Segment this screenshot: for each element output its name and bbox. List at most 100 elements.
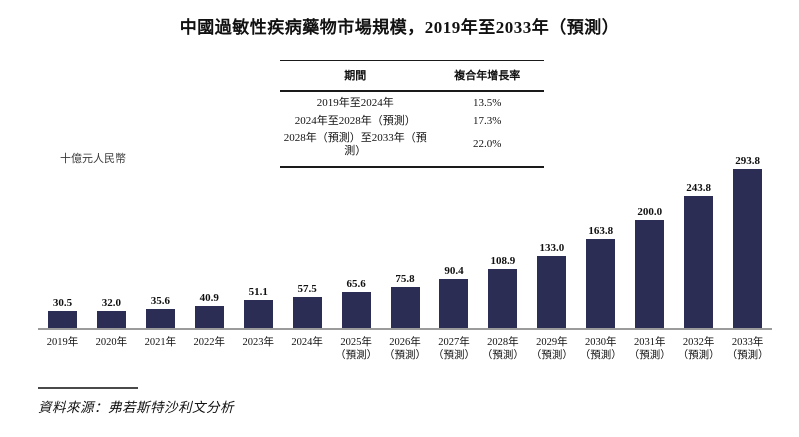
x-axis-tick: 2027年 （預測） — [430, 336, 479, 362]
x-tick-forecast-note: （預測） — [481, 350, 524, 361]
x-tick-year: 2023年 — [242, 337, 274, 348]
bar — [145, 309, 175, 328]
bar-column: 40.9 — [185, 292, 234, 328]
y-axis-unit-label: 十億元人民幣 — [60, 153, 126, 165]
source-note: 資料來源：弗若斯特沙利文分析 — [38, 400, 234, 415]
x-tick-year: 2019年 — [46, 337, 79, 348]
bar-column: 75.8 — [381, 273, 430, 328]
bar-column: 65.6 — [332, 278, 381, 328]
x-tick-forecast-note: （預測） — [432, 350, 475, 361]
cagr-table-cell: 22.0% — [430, 127, 544, 168]
x-tick-forecast-note: （預測） — [384, 350, 427, 361]
bar-value-label: 108.9 — [490, 255, 516, 267]
cagr-table-row: 2019年至2024年 13.5% — [280, 91, 544, 110]
x-axis-tick: 2021年 — [136, 336, 185, 362]
cagr-table-cell: 13.5% — [473, 97, 502, 109]
cagr-table-body: 2019年至2024年 13.5% 2024年至2028年（預測） 17.3% 2028… — [280, 91, 544, 168]
x-axis-tick: 2022年 — [185, 336, 234, 362]
x-tick-forecast-note: （預測） — [726, 350, 769, 361]
x-axis-tick: 2020年 — [87, 336, 136, 362]
x-tick-forecast-note: （預測） — [530, 350, 573, 361]
cagr-table-row: 2028年（預測）至2033年（預測） 22.0% — [280, 127, 544, 168]
bar-column: 57.5 — [283, 283, 332, 328]
x-tick-year: 2029年 — [536, 337, 568, 348]
x-axis-tick: 2026年 （預測） — [381, 336, 430, 362]
bar-column: 293.8 — [723, 155, 772, 328]
x-tick-year: 2022年 — [193, 337, 226, 348]
x-tick-year: 2027年 — [438, 337, 470, 348]
x-tick-year: 2030年 — [585, 337, 617, 348]
cagr-table-cell: 2019年至2024年 — [316, 97, 394, 109]
bar-column: 35.6 — [136, 295, 185, 328]
cagr-table-header: 期間 複合年增長率 — [280, 60, 544, 92]
bar-value-label: 51.1 — [248, 286, 268, 298]
bar-column: 90.4 — [430, 265, 479, 328]
bar — [292, 297, 322, 328]
bar-value-label: 243.8 — [686, 182, 712, 194]
x-axis-tick: 2024年 — [283, 336, 332, 362]
bar-value-label: 75.8 — [395, 273, 415, 285]
bar-value-label: 163.8 — [588, 225, 614, 237]
bar-value-label: 65.6 — [346, 278, 366, 290]
bar-value-label: 133.0 — [539, 242, 565, 254]
bar — [194, 306, 224, 328]
chart-title: 中國過敏性疾病藥物市場規模，2019年至2033年（預測） — [179, 18, 620, 37]
bar-value-label: 293.8 — [735, 155, 760, 167]
cagr-table-header-period: 期間 — [280, 60, 431, 92]
x-axis-tick: 2031年 （預測） — [625, 336, 674, 362]
x-axis-tick: 2030年 （預測） — [576, 336, 625, 362]
cagr-table-cell: 2024年至2028年（預測） — [294, 114, 416, 127]
cagr-table-cell: 17.3% — [473, 114, 502, 127]
bar-column: 51.1 — [234, 286, 283, 328]
bar-value-label: 200.0 — [637, 206, 663, 218]
x-tick-year: 2031年 — [633, 337, 666, 348]
cagr-table: 期間 複合年增長率 2019年至2024年 13.5% 2024年至2028年（預測… — [280, 60, 544, 168]
bar-value-label: 35.6 — [150, 295, 170, 307]
source-divider-line — [38, 387, 138, 389]
bar — [635, 220, 665, 328]
cagr-table-row: 2024年至2028年（預測） 17.3% — [280, 110, 544, 128]
bar-column: 108.9 — [478, 255, 527, 328]
x-axis-tick: 2028年 （預測） — [478, 336, 527, 362]
x-tick-year: 2025年 — [340, 337, 372, 348]
x-tick-forecast-note: （預測） — [677, 350, 720, 361]
bar-value-label: 90.4 — [444, 265, 464, 277]
bar — [537, 256, 567, 328]
bar — [586, 239, 616, 328]
cagr-table-header-cagr: 複合年增長率 — [430, 60, 544, 92]
bar — [733, 169, 763, 328]
x-axis-tick-labels: 2019年 2020年 2021年 2022年 2023年 2024年 2025年 （預測） 2… — [38, 336, 772, 362]
x-tick-year: 2024年 — [291, 337, 323, 348]
x-tick-year: 2020年 — [95, 337, 128, 348]
bar — [47, 311, 77, 328]
x-tick-forecast-note: （預測） — [579, 350, 622, 361]
bar-value-label: 40.9 — [199, 292, 219, 304]
bar — [243, 300, 273, 328]
x-tick-year: 2028年 — [487, 337, 519, 348]
bar-column: 200.0 — [625, 206, 674, 328]
bar-column: 243.8 — [674, 182, 723, 328]
x-tick-year: 2026年 — [389, 337, 421, 348]
bar-value-label: 32.0 — [101, 297, 122, 309]
x-axis-tick: 2033年 （預測） — [723, 336, 772, 362]
cagr-table-cell: 2028年（預測）至2033年（預測） — [280, 127, 431, 168]
bar-column: 163.8 — [576, 225, 625, 328]
x-axis-tick: 2029年 （預測） — [527, 336, 576, 362]
x-tick-year: 2021年 — [144, 337, 177, 348]
x-axis-tick: 2023年 — [234, 336, 283, 362]
x-axis-tick: 2025年 （預測） — [332, 336, 381, 362]
x-axis-tick: 2032年 （預測） — [674, 336, 723, 362]
x-tick-year: 2032年 — [682, 337, 715, 348]
bar-chart-plot-area: 30.5 32.0 35.6 40.9 51.1 57.5 65.6 75.8 90.4 108.… — [38, 152, 772, 330]
bar-value-label: 57.5 — [297, 283, 317, 295]
bar-column: 32.0 — [87, 297, 136, 328]
bar — [341, 292, 371, 328]
x-tick-forecast-note: （預測） — [335, 350, 378, 361]
bar-column: 133.0 — [527, 242, 576, 328]
bar — [390, 287, 420, 328]
bar — [684, 196, 714, 328]
bar — [439, 279, 469, 328]
bar — [488, 269, 518, 328]
bar-value-label: 30.5 — [52, 297, 73, 309]
